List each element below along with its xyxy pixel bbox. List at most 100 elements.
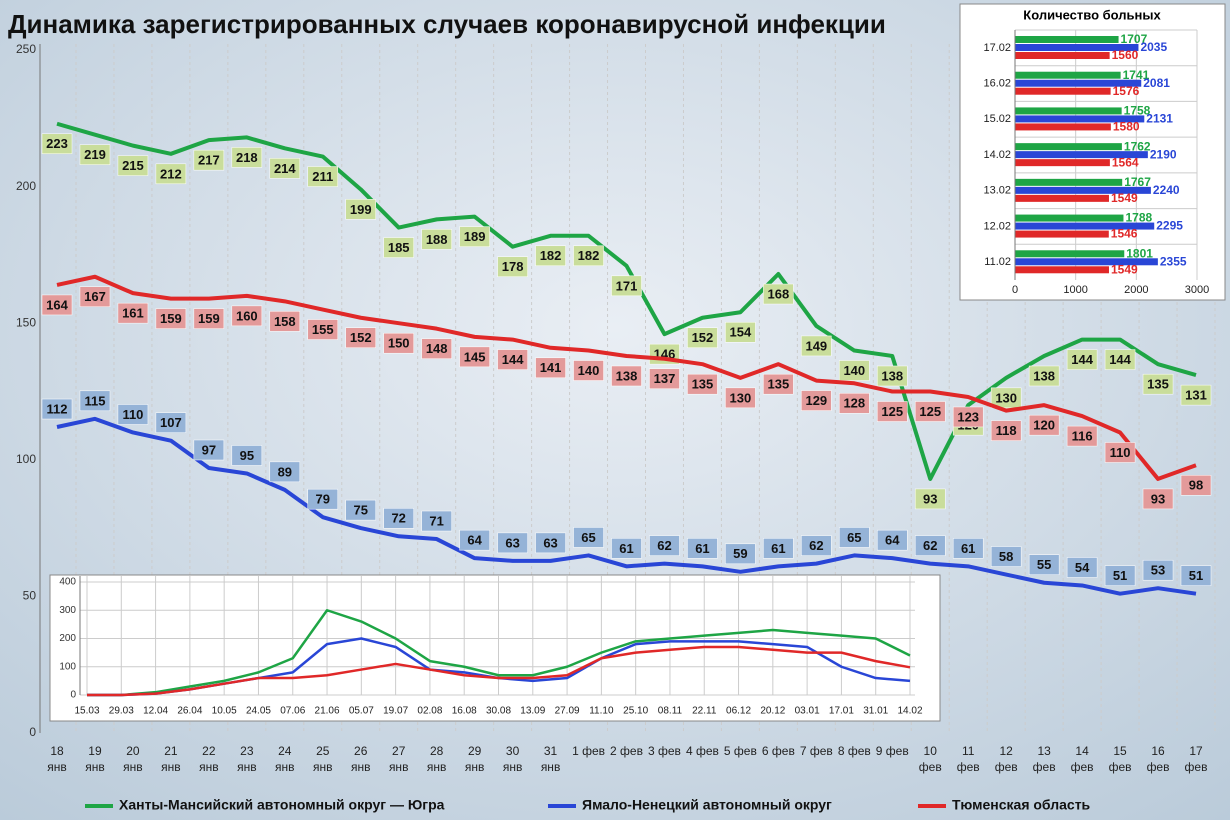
- x-tick-label: 15.03: [74, 706, 99, 717]
- y-tick-label: 200: [59, 633, 76, 644]
- data-label-box: [269, 311, 301, 332]
- series-line: [87, 645, 911, 697]
- data-label: 120: [1033, 418, 1055, 433]
- x-tick-label: янв: [275, 760, 295, 774]
- data-label-box: [1066, 349, 1098, 370]
- x-tick-label: янв: [389, 760, 409, 774]
- data-label: 64: [885, 533, 900, 548]
- data-label: 62: [809, 538, 823, 553]
- data-label: 61: [619, 541, 633, 556]
- data-label-box: [611, 275, 642, 297]
- x-tick-label: 3 фев: [648, 744, 681, 758]
- data-label-box: [1142, 373, 1174, 395]
- data-label: 218: [236, 150, 258, 165]
- x-tick-label: 21.06: [315, 706, 340, 717]
- data-label: 2131: [1146, 112, 1173, 126]
- bar: [1015, 186, 1151, 194]
- x-tick-label: 14: [1075, 744, 1089, 758]
- data-label: 223: [46, 136, 68, 151]
- series-line: [87, 609, 911, 697]
- data-label: 95: [240, 448, 254, 463]
- data-label: 55: [1037, 557, 1051, 572]
- x-tick-label: 12: [999, 744, 1013, 758]
- data-label: 178: [502, 259, 524, 274]
- data-label-box: [687, 538, 718, 559]
- data-label: 159: [198, 311, 220, 326]
- x-tick-label: 27: [392, 744, 406, 758]
- data-label-box: [801, 535, 832, 556]
- y-tick-label: 0: [70, 690, 76, 701]
- x-tick-label: 12.04: [143, 706, 168, 717]
- x-tick-label: фев: [1071, 760, 1094, 774]
- data-label-box: [421, 229, 452, 250]
- data-label: 214: [274, 161, 296, 176]
- data-label: 217: [198, 153, 220, 168]
- data-label: 107: [160, 415, 182, 430]
- x-tick-label: 31.01: [863, 706, 888, 717]
- data-label-box: [763, 538, 794, 559]
- data-label-box: [839, 527, 870, 548]
- x-tick-label: 17.01: [829, 706, 854, 717]
- data-label: 89: [278, 464, 292, 479]
- data-label-box: [193, 439, 225, 461]
- data-label: 1758: [1124, 104, 1151, 118]
- data-label-box: [1142, 559, 1174, 581]
- data-label-box: [1028, 414, 1060, 436]
- series-line: [56, 416, 1197, 596]
- x-tick-label: 25: [316, 744, 330, 758]
- data-label-box: [763, 283, 794, 305]
- bar: [1015, 79, 1142, 87]
- data-label-box: [1104, 442, 1136, 463]
- x-tick-label: 0: [1012, 284, 1018, 296]
- data-label: 149: [805, 338, 827, 353]
- data-label-box: [345, 327, 376, 348]
- data-label: 2295: [1156, 219, 1183, 233]
- data-label: 51: [1189, 568, 1203, 583]
- x-tick-label: 2 фев: [610, 744, 643, 758]
- data-label: 1546: [1111, 227, 1138, 241]
- data-label: 182: [578, 248, 600, 263]
- data-label: 62: [657, 538, 671, 553]
- data-label: 144: [1109, 352, 1131, 367]
- bar: [1015, 250, 1125, 258]
- x-tick-label: янв: [503, 760, 523, 774]
- series-line: [56, 121, 1197, 481]
- x-tick-label: 13.09: [520, 706, 545, 717]
- data-label: 110: [122, 407, 143, 422]
- data-label: 164: [46, 297, 68, 312]
- data-label: 112: [47, 401, 68, 416]
- x-tick-label: 15: [1113, 744, 1127, 758]
- y-tick-label: 400: [59, 577, 76, 588]
- data-label-box: [687, 327, 718, 348]
- x-tick-label: 20.12: [760, 706, 785, 717]
- data-label: 1580: [1113, 120, 1140, 134]
- x-tick-label: 19: [88, 744, 102, 758]
- data-label: 150: [388, 336, 410, 351]
- x-tick-label: 23: [240, 744, 254, 758]
- y-tick-label: 12.02: [983, 220, 1011, 232]
- data-label-box: [990, 546, 1022, 567]
- x-tick-label: янв: [465, 760, 485, 774]
- data-label: 98: [1189, 478, 1203, 493]
- x-tick-label: янв: [199, 760, 219, 774]
- data-label: 125: [919, 404, 941, 419]
- data-label: 97: [202, 442, 216, 457]
- x-tick-label: 19.07: [383, 706, 408, 717]
- x-tick-label: 27.09: [555, 706, 580, 717]
- data-label: 138: [881, 368, 903, 383]
- legend-label: Ямало-Ненецкий автономный округ: [582, 797, 832, 813]
- x-tick-label: янв: [541, 760, 561, 774]
- data-label-box: [877, 529, 908, 551]
- data-label: 135: [768, 377, 790, 392]
- x-tick-label: 2000: [1124, 284, 1148, 296]
- data-label-box: [573, 527, 604, 548]
- x-tick-label: янв: [161, 760, 181, 774]
- data-label-box: [990, 420, 1022, 441]
- data-label-box: [421, 338, 452, 359]
- bar: [1015, 123, 1111, 131]
- x-tick-label: 20: [126, 744, 140, 758]
- data-label-box: [117, 155, 149, 176]
- data-label-box: [1180, 565, 1212, 586]
- x-tick-label: янв: [313, 760, 333, 774]
- data-label: 189: [464, 229, 486, 244]
